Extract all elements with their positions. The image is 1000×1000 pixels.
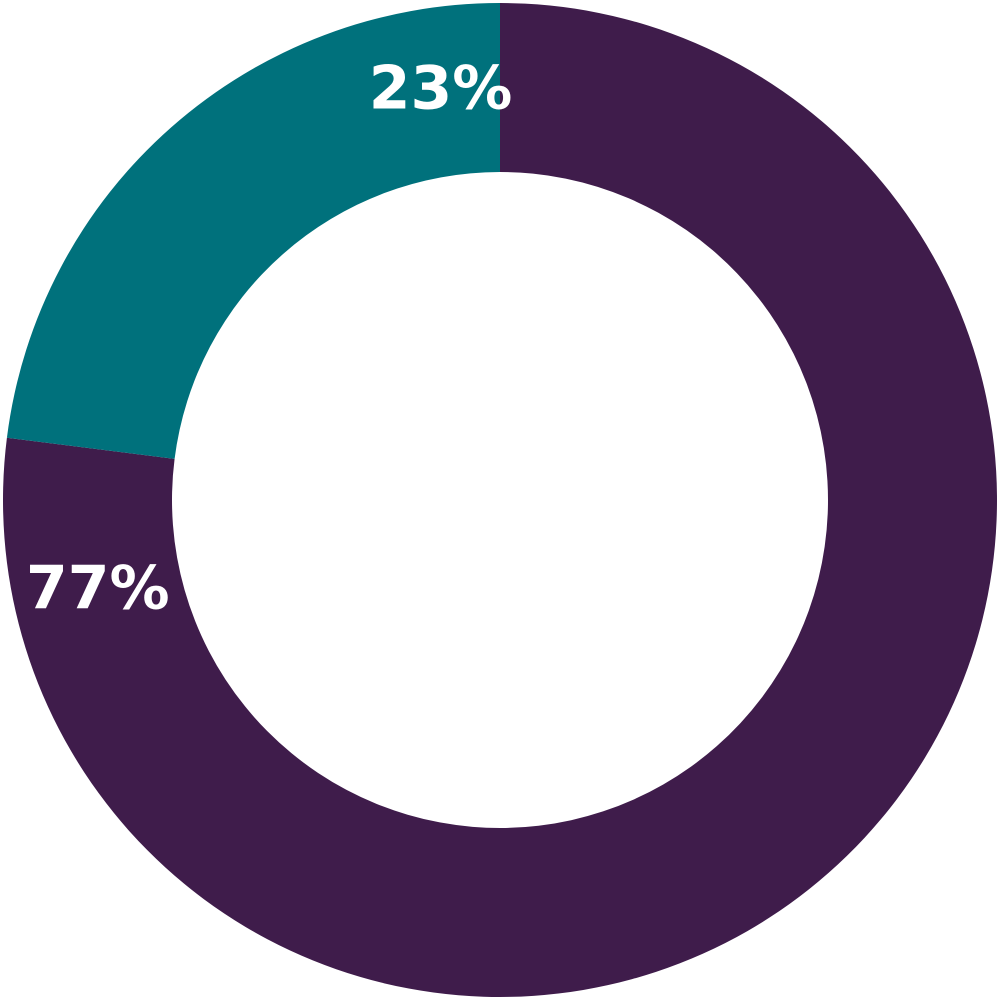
data-label-23: 23% <box>369 53 513 123</box>
slices-layer <box>3 3 998 997</box>
labels-layer: 77% 23% <box>26 53 512 623</box>
donut-slice-23 <box>6 3 500 459</box>
donut-slice-77 <box>3 3 998 997</box>
data-label-77: 77% <box>26 553 170 623</box>
